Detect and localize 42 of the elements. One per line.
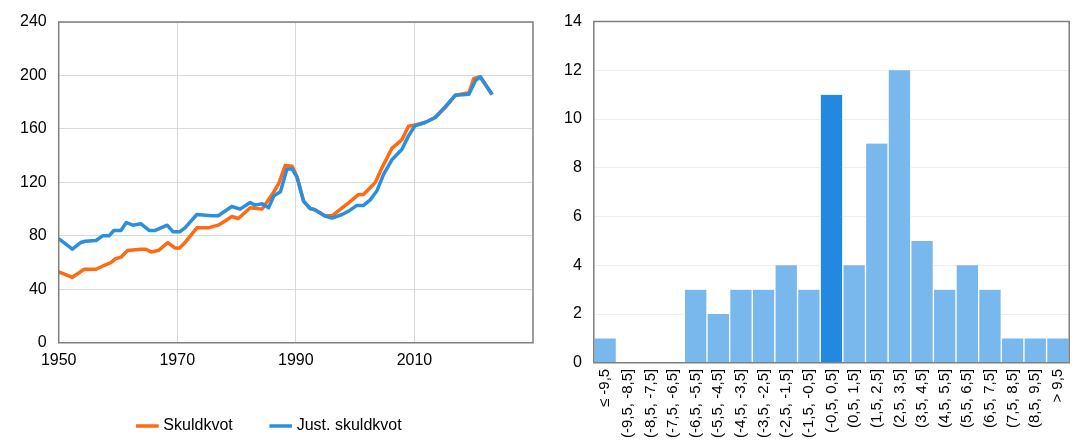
x-tick-label: (-2,5, -1,5]: [776, 368, 794, 439]
y-tick-label: 12: [564, 60, 582, 78]
x-tick-label: (6,5, 7,5]: [980, 368, 998, 429]
x-tick-label: (5,5, 6,5]: [957, 368, 975, 429]
x-tick-label: ≤ -9,5: [595, 368, 613, 408]
x-tick-label: (8,5, 9,5]: [1025, 368, 1043, 429]
x-tick-label: (-7,5, -6,5]: [663, 368, 681, 439]
y-tick-label: 0: [572, 353, 582, 371]
x-tick-label: (-9,5, -8,5]: [617, 368, 635, 439]
x-tick-label: 1950: [40, 350, 77, 368]
x-tick-label: (-3,5, -2,5]: [753, 368, 771, 439]
legend-label: Just. skuldkvot: [296, 416, 403, 434]
x-tick-label: (3,5, 4,5]: [912, 368, 930, 429]
y-tick-label: 200: [19, 65, 47, 83]
x-tick-label: 1970: [159, 350, 196, 368]
y-tick-label: 4: [572, 255, 582, 273]
x-tick-label: (-6,5, -5,5]: [685, 368, 703, 439]
x-tick-label: (-5,5, -4,5]: [708, 368, 726, 439]
x-tick-label: (1,5, 2,5]: [866, 368, 884, 429]
y-tick-label: 0: [37, 333, 47, 351]
x-tick-label: (4,5, 5,5]: [934, 368, 952, 429]
x-tick-label: (-0,5, 0,5]: [821, 368, 839, 434]
y-tick-label: 40: [28, 279, 47, 297]
x-tick-label: > 9,5: [1048, 368, 1066, 403]
y-tick-label: 240: [19, 12, 47, 30]
y-tick-label: 120: [19, 172, 47, 190]
x-tick-label: (0,5, 1,5]: [844, 368, 862, 429]
y-tick-label: 160: [19, 119, 47, 137]
x-tick-label: (2,5, 3,5]: [889, 368, 907, 429]
x-tick-label: (-4,5, -3,5]: [731, 368, 749, 439]
x-tick-label: (-8,5, -7,5]: [640, 368, 658, 439]
y-tick-label: 2: [572, 304, 582, 322]
legend-label: Skuldkvot: [163, 416, 234, 434]
x-tick-label: 2010: [396, 350, 433, 368]
y-tick-label: 14: [564, 12, 582, 30]
y-tick-label: 8: [572, 158, 582, 176]
y-tick-label: 80: [28, 226, 47, 244]
y-tick-label: 6: [572, 206, 582, 224]
y-tick-label: 10: [564, 109, 582, 127]
x-tick-label: (7,5, 8,5]: [1002, 368, 1020, 429]
x-tick-label: (-1,5, -0,5]: [799, 368, 817, 439]
x-tick-label: 1990: [278, 350, 314, 368]
